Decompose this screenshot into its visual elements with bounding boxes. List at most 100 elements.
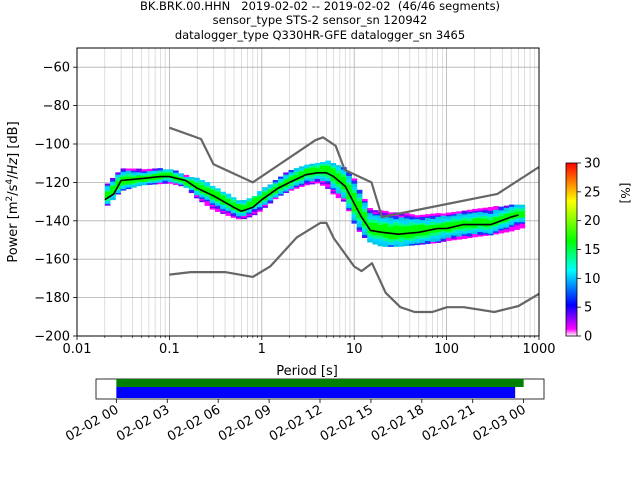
psd-cell bbox=[430, 236, 436, 239]
psd-cell bbox=[225, 213, 232, 216]
psd-cell bbox=[435, 231, 442, 234]
psd-cell bbox=[162, 172, 169, 175]
psd-cell bbox=[377, 221, 384, 224]
psd-cell bbox=[472, 227, 478, 230]
psd-cell bbox=[125, 182, 132, 185]
psd-cell bbox=[367, 214, 373, 217]
psd-cell bbox=[398, 218, 405, 221]
psd-cell bbox=[299, 172, 305, 175]
psd-cell bbox=[503, 230, 510, 233]
psd-cell bbox=[388, 226, 394, 229]
psd-cell bbox=[320, 183, 326, 186]
psd-cell bbox=[262, 204, 268, 207]
psd-cell bbox=[199, 190, 205, 193]
psd-cell bbox=[409, 228, 415, 231]
psd-cell bbox=[435, 237, 442, 240]
psd-cell bbox=[325, 160, 331, 163]
psd-cell bbox=[188, 180, 195, 183]
psd-cell bbox=[146, 175, 153, 178]
psd-cell bbox=[424, 231, 431, 234]
psd-cell bbox=[183, 174, 190, 178]
psd-cell bbox=[257, 198, 263, 202]
psd-cell bbox=[388, 215, 394, 218]
psd-cell bbox=[361, 235, 368, 238]
psd-cell bbox=[125, 170, 132, 173]
psd-cell bbox=[461, 219, 468, 223]
psd-cell bbox=[330, 176, 337, 180]
psd-cell bbox=[430, 233, 436, 236]
psd-cell bbox=[225, 205, 232, 209]
psd-cell bbox=[162, 181, 169, 184]
psd-cell bbox=[351, 218, 358, 221]
psd-cell bbox=[209, 202, 216, 206]
psd-cell bbox=[466, 226, 473, 229]
psd-cell bbox=[346, 201, 352, 204]
psd-cell bbox=[451, 227, 457, 230]
psd-cell bbox=[335, 165, 342, 168]
psd-cell bbox=[503, 210, 510, 213]
psd-cell bbox=[456, 220, 463, 223]
psd-cell bbox=[424, 232, 431, 235]
psd-cell bbox=[487, 228, 494, 231]
psd-cell bbox=[131, 170, 137, 173]
colorbar-tick-label: 0 bbox=[584, 330, 592, 345]
psd-cell bbox=[424, 238, 431, 241]
psd-cell bbox=[424, 224, 431, 228]
psd-cell bbox=[351, 216, 358, 220]
psd-cell bbox=[519, 210, 526, 214]
psd-cell bbox=[110, 191, 116, 194]
psd-cell bbox=[477, 211, 484, 214]
psd-cell bbox=[346, 195, 352, 198]
psd-cell bbox=[461, 233, 468, 236]
psd-cell bbox=[335, 169, 342, 173]
psd-cell bbox=[230, 212, 237, 215]
psd-cell bbox=[199, 193, 205, 197]
psd-cell bbox=[435, 217, 442, 220]
psd-cell bbox=[330, 186, 337, 189]
psd-cell bbox=[493, 222, 499, 226]
psd-cell bbox=[283, 178, 289, 181]
psd-cell bbox=[477, 229, 484, 232]
psd-cell bbox=[188, 190, 195, 194]
psd-cell bbox=[466, 211, 473, 214]
psd-cell bbox=[451, 221, 457, 224]
psd-cell bbox=[136, 182, 142, 185]
psd-cell bbox=[215, 203, 221, 206]
psd-cell bbox=[194, 193, 200, 196]
psd-cell bbox=[262, 205, 268, 208]
psd-cell bbox=[325, 186, 331, 189]
psd-cell bbox=[351, 215, 358, 218]
psd-cell bbox=[335, 183, 342, 186]
x-tick-label: 0.01 bbox=[63, 342, 92, 357]
psd-cell bbox=[430, 221, 436, 224]
psd-cell bbox=[424, 241, 431, 245]
psd-cell bbox=[125, 168, 132, 171]
psd-cell bbox=[340, 170, 347, 173]
psd-cell bbox=[194, 196, 200, 199]
psd-cell bbox=[325, 166, 331, 169]
psd-cell bbox=[141, 170, 148, 173]
psd-cell bbox=[230, 198, 237, 201]
psd-cell bbox=[508, 224, 515, 227]
psd-cell bbox=[519, 215, 526, 218]
nhnm-curve bbox=[169, 126, 539, 219]
psd-cell bbox=[335, 175, 342, 179]
psd-cell bbox=[304, 176, 310, 180]
psd-cell bbox=[361, 202, 368, 205]
psd-cell bbox=[440, 219, 447, 222]
psd-cell bbox=[178, 180, 184, 184]
psd-cell bbox=[472, 218, 478, 221]
psd-cell bbox=[167, 170, 174, 173]
psd-cell bbox=[414, 224, 421, 227]
psd-cell bbox=[409, 220, 415, 223]
psd-cell bbox=[361, 225, 368, 228]
psd-cell bbox=[372, 219, 379, 222]
psd-cell bbox=[508, 207, 515, 210]
psd-cell bbox=[257, 208, 263, 211]
psd-cell bbox=[299, 183, 305, 186]
psd-cell bbox=[304, 164, 310, 167]
psd-cell bbox=[251, 202, 258, 205]
psd-cell bbox=[398, 225, 405, 229]
psd-cell bbox=[340, 176, 347, 179]
psd-cell bbox=[194, 189, 200, 193]
